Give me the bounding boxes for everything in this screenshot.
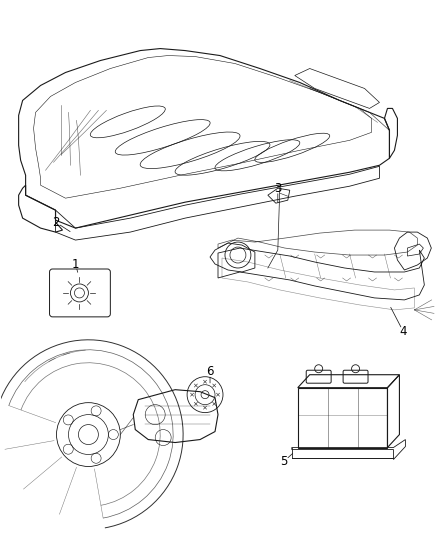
Text: 3: 3 (274, 182, 282, 195)
Text: 5: 5 (280, 455, 287, 468)
Text: 6: 6 (206, 365, 214, 378)
Text: 4: 4 (399, 325, 407, 338)
Text: 1: 1 (72, 257, 79, 271)
Text: 2: 2 (52, 216, 59, 229)
